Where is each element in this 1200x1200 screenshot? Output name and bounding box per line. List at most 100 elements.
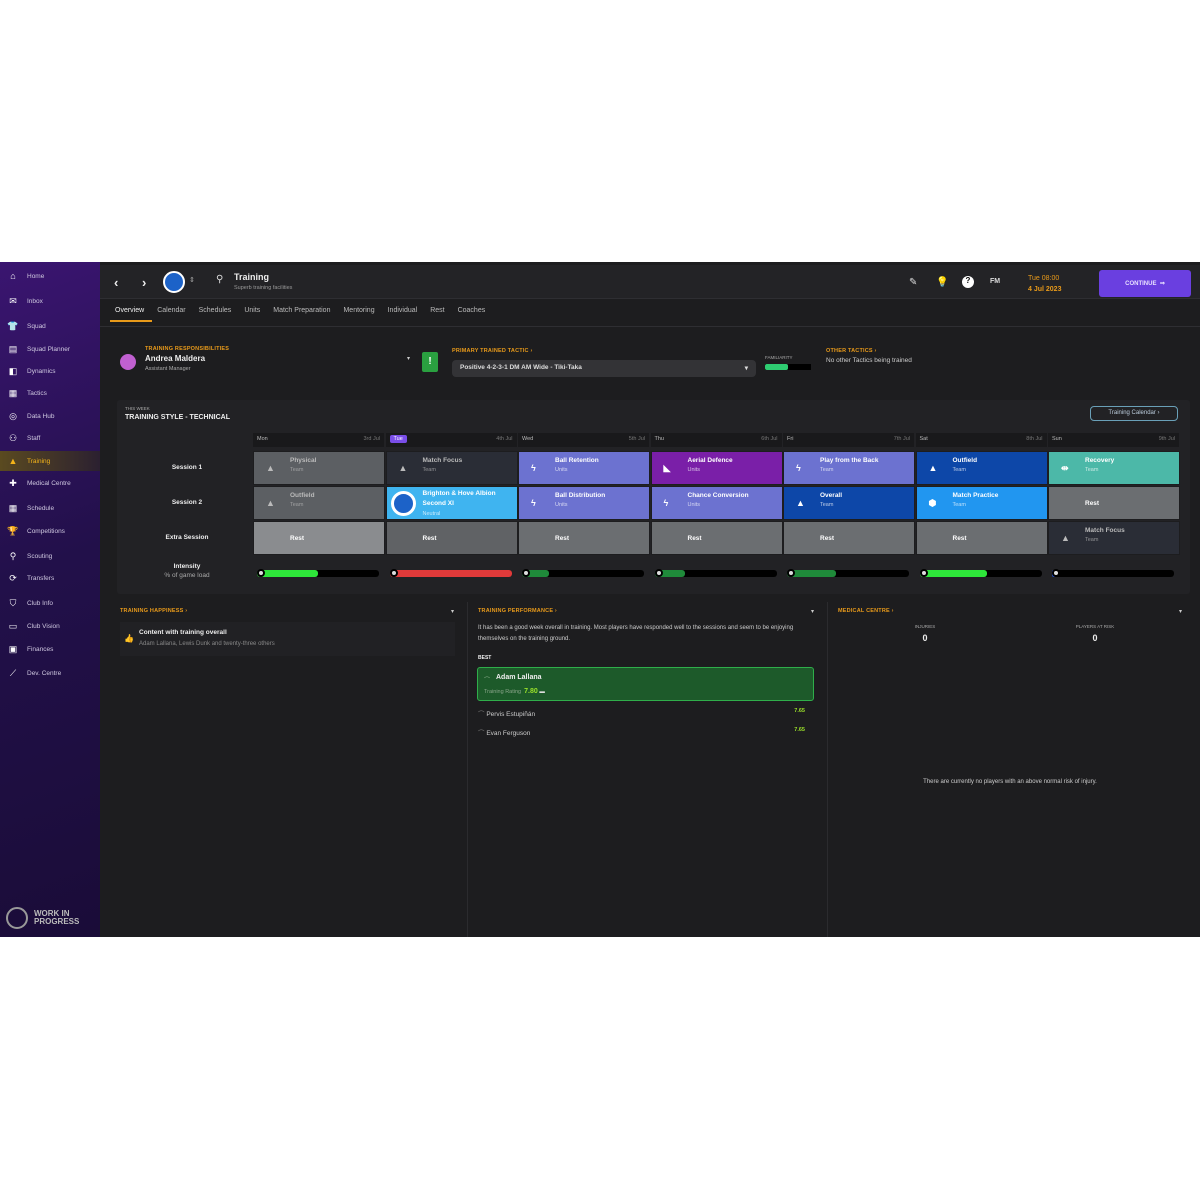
day-date: 7th Jul <box>893 436 910 442</box>
training-session[interactable]: ◣ Aerial Defence Units <box>650 451 783 485</box>
sidebar-item-medical-centre[interactable]: ✚ Medical Centre <box>0 473 100 493</box>
search-icon[interactable]: ⚲ <box>216 274 224 285</box>
training-responsibilities[interactable]: TRAINING RESPONSIBILITIES Andrea Maldera… <box>120 346 410 382</box>
day-name: Sat <box>919 436 928 442</box>
club-crest-icon[interactable] <box>163 271 185 293</box>
edit-icon[interactable]: ✎ <box>909 277 918 288</box>
sidebar-item-label: Inbox <box>27 297 43 305</box>
sidebar-item-transfers[interactable]: ⟳ Transfers <box>0 568 100 588</box>
fm-window: ⌂ Home ✉ Inbox 👕 Squad ▤ Squad Planner ◧ Dynamics… <box>0 262 1200 937</box>
session-name: Chance Conversion <box>687 492 749 499</box>
sidebar-item-club-info[interactable]: ⛉ Club Info <box>0 593 100 613</box>
continue-button[interactable]: CONTINUE ⇒ <box>1099 270 1191 297</box>
chevron-down-icon[interactable]: ▾ <box>1178 609 1182 615</box>
session-name: Ball Retention <box>555 457 599 464</box>
wip-logo-icon <box>6 907 28 929</box>
session-type: Neutral <box>422 511 441 517</box>
sidebar-item-label: Medical Centre <box>27 479 71 487</box>
club-crest-icon <box>390 491 416 516</box>
training-session[interactable]: Brighton & Hove Albion Second XI Neutral <box>385 486 518 520</box>
training-session[interactable]: Rest <box>915 521 1048 555</box>
training-session[interactable]: ϟ Play from the Back Team <box>783 451 915 485</box>
training-session[interactable]: Rest <box>783 521 915 555</box>
training-session[interactable]: Rest <box>1048 486 1180 520</box>
intensity-knob <box>257 569 265 577</box>
lightbulb-icon[interactable]: 💡 <box>936 277 949 288</box>
training-session[interactable]: Rest <box>253 521 385 555</box>
sidebar-item-schedule[interactable]: ▦ Schedule <box>0 498 100 518</box>
training-session[interactable]: ⇹ Recovery Team <box>1048 451 1180 485</box>
tab-mentoring[interactable]: Mentoring <box>343 307 375 314</box>
cone-icon: ▲ <box>398 463 408 473</box>
sidebar-item-club-vision[interactable]: ▭ Club Vision <box>0 616 100 636</box>
chevron-down-icon[interactable]: ▾ <box>810 609 814 615</box>
training-session[interactable]: ▲ Physical Team <box>253 451 385 485</box>
home-icon: ⌂ <box>10 271 16 281</box>
sidebar-item-label: Data Hub <box>27 412 55 420</box>
back-button[interactable]: ‹ <box>114 275 119 290</box>
sidebar-item-competitions[interactable]: 🏆 Competitions <box>0 521 100 541</box>
sidebar-item-squad-planner[interactable]: ▤ Squad Planner <box>0 339 100 359</box>
tactic-select[interactable]: Positive 4-2-3-1 DM AM Wide - Tiki-Taka ▾ <box>452 360 756 377</box>
forward-button[interactable]: › <box>142 275 147 290</box>
training-session[interactable]: ▲ Match Focus Team <box>385 451 518 485</box>
sidebar-item-training[interactable]: ▲ Training <box>0 451 100 471</box>
sidebar-item-label: Competitions <box>27 527 65 535</box>
intensity-fill <box>389 570 512 577</box>
tab-calendar[interactable]: Calendar <box>157 307 186 314</box>
sidebar-item-data-hub[interactable]: ◎ Data Hub <box>0 406 100 426</box>
training-session[interactable]: Rest <box>650 521 783 555</box>
primary-tactic-heading[interactable]: PRIMARY TRAINED TACTIC › <box>452 348 533 354</box>
row-label: Extra Session <box>165 534 209 541</box>
training-session[interactable]: Rest <box>518 521 650 555</box>
player-icon: ⌒ <box>478 730 487 737</box>
sidebar-item-scouting[interactable]: ⚲ Scouting <box>0 546 100 566</box>
training-session[interactable]: Rest <box>385 521 518 555</box>
sidebar-item-label: Transfers <box>27 574 55 582</box>
tab-coaches[interactable]: Coaches <box>457 307 486 314</box>
tab-units[interactable]: Units <box>244 307 261 314</box>
avatar <box>120 354 136 370</box>
tab-rest[interactable]: Rest <box>430 307 445 314</box>
session-type: Team <box>952 467 966 473</box>
training-session[interactable]: ⬢ Match Practice Team <box>915 486 1048 520</box>
player-row[interactable]: ⌒ Pervis Estupiñán 7.65 <box>478 708 813 724</box>
tab-schedules[interactable]: Schedules <box>198 307 232 314</box>
training-session[interactable]: ϟ Chance Conversion Units <box>650 486 783 520</box>
sidebar-item-squad[interactable]: 👕 Squad <box>0 316 100 336</box>
sidebar-item-inbox[interactable]: ✉ Inbox <box>0 291 100 311</box>
training-session[interactable]: ▲ Overall Team <box>783 486 915 520</box>
sidebar-item-dynamics[interactable]: ◧ Dynamics <box>0 361 100 381</box>
help-icon[interactable]: ? <box>962 276 974 288</box>
chevron-down-icon[interactable]: ▾ <box>450 609 454 615</box>
sidebar-item-finances[interactable]: ▣ Finances <box>0 639 100 659</box>
recovery-icon: ⇹ <box>1061 463 1069 473</box>
sidebar-item-dev-centre[interactable]: ⟋ Dev. Centre <box>0 663 100 683</box>
calendar-icon: ▦ <box>8 503 18 513</box>
intensity-knob <box>389 569 398 577</box>
sidebar-item-staff[interactable]: ⚇ Staff <box>0 428 100 448</box>
session-name: Rest <box>820 535 835 542</box>
training-session[interactable]: ▲ Outfield Team <box>915 451 1048 485</box>
tab-individual[interactable]: Individual <box>387 307 418 314</box>
sidebar-item-tactics[interactable]: ▦ Tactics <box>0 383 100 403</box>
tab-match-preparation[interactable]: Match Preparation <box>273 307 331 314</box>
training-session[interactable]: ▲ Outfield Team <box>253 486 385 520</box>
day-header: Thu 6th Jul <box>650 433 782 447</box>
intensity-knob <box>919 569 928 577</box>
club-switch-icon[interactable]: ⇕ <box>189 277 195 284</box>
training-session[interactable]: ϟ Ball Distribution Units <box>518 486 650 520</box>
lightning-icon: ϟ <box>663 498 669 508</box>
tab-overview[interactable]: Overview <box>110 304 153 322</box>
sidebar-item-label: Training <box>27 457 51 465</box>
sidebar-item-label: Club Vision <box>27 622 60 630</box>
injuries-count: 0 <box>922 633 928 643</box>
player-row[interactable]: ⌒ Evan Ferguson 7.65 <box>478 727 813 743</box>
training-session[interactable]: ▲ Match Focus Team <box>1048 521 1180 555</box>
sidebar-item-home[interactable]: ⌂ Home <box>0 266 100 286</box>
training-calendar-button[interactable]: Training Calendar › <box>1090 406 1178 421</box>
best-player-card[interactable]: ⌒ Adam Lallana Training Rating 7.80 ▬ <box>477 667 814 701</box>
fm-menu-button[interactable]: FM <box>990 278 1001 285</box>
chevron-down-icon[interactable]: ▾ <box>406 356 410 362</box>
training-session[interactable]: ϟ Ball Retention Units <box>518 451 650 485</box>
